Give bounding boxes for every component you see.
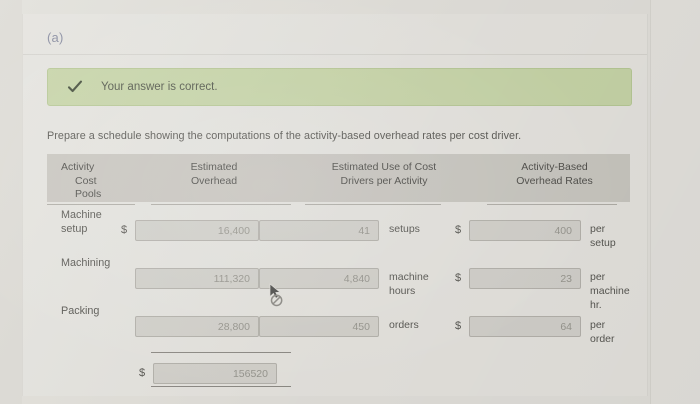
input-estimated-use-machine-setup[interactable]: 41 (259, 220, 379, 241)
total-rule-bottom (151, 386, 291, 387)
success-message: Your answer is correct. (101, 81, 218, 93)
input-overhead-rate-machine-setup[interactable]: 400 (469, 220, 581, 241)
currency-symbol (121, 311, 135, 320)
table-row: Machine setup $ 16,400 41 setups $ 400 p… (47, 208, 630, 256)
input-estimated-overhead-packing[interactable]: 28,800 (135, 316, 259, 337)
row-label-machining: Machining (61, 257, 111, 269)
table-row: Machining 111,320 4,840 machine hours $ … (47, 256, 630, 311)
table-total-row: $ 156520 (47, 352, 630, 388)
unit-label-per-order: per order (590, 319, 615, 345)
table-header-row: Activity Cost Pools Estimated Overhead E… (47, 154, 630, 202)
column-header-estimated-overhead: Estimated Overhead (190, 161, 238, 187)
input-total-estimated-overhead[interactable]: 156520 (153, 363, 277, 384)
total-rule-top (151, 352, 291, 353)
currency-symbol: $ (455, 320, 462, 332)
input-overhead-rate-packing[interactable]: 64 (469, 316, 581, 337)
check-icon (67, 79, 83, 95)
column-header-estimated-use: Estimated Use of Cost Drivers per Activi… (331, 161, 437, 187)
section-label: (a) (47, 30, 64, 45)
input-estimated-use-machining[interactable]: 4,840 (259, 268, 379, 289)
column-header-activity-cost-pools: Activity Cost Pools (61, 161, 102, 200)
input-estimated-overhead-machining[interactable]: 111,320 (135, 268, 259, 289)
success-banner: Your answer is correct. (47, 68, 632, 106)
currency-symbol: $ (455, 224, 462, 236)
input-overhead-rate-machining[interactable]: 23 (469, 268, 581, 289)
abc-rate-table: Activity Cost Pools Estimated Overhead E… (47, 154, 630, 388)
unit-label-per-setup: per setup (590, 223, 616, 249)
unit-label-orders: orders (389, 319, 419, 331)
currency-symbol: $ (139, 367, 146, 379)
page-left-margin (0, 0, 22, 404)
header-rules (47, 202, 630, 208)
input-estimated-use-packing[interactable]: 450 (259, 316, 379, 337)
currency-symbol: $ (455, 272, 462, 284)
header-divider (23, 54, 647, 55)
column-header-activity-based-rates: Activity-Based Overhead Rates (516, 161, 593, 187)
currency-symbol (121, 263, 135, 272)
row-label-packing: Packing (61, 305, 100, 317)
unit-label-setups: setups (389, 223, 420, 235)
currency-symbol: $ (121, 224, 128, 236)
page-right-margin (650, 0, 700, 404)
instructions-text: Prepare a schedule showing the computati… (47, 130, 522, 142)
row-label-machine-setup: Machine setup (61, 209, 102, 235)
input-estimated-overhead-machine-setup[interactable]: 16,400 (135, 220, 259, 241)
unit-label-machine-hours: machine hours (389, 271, 429, 297)
table-row: Packing 28,800 450 orders $ 64 per order (47, 304, 630, 352)
exercise-card: (a) Your answer is correct. Prepare a sc… (22, 14, 648, 396)
